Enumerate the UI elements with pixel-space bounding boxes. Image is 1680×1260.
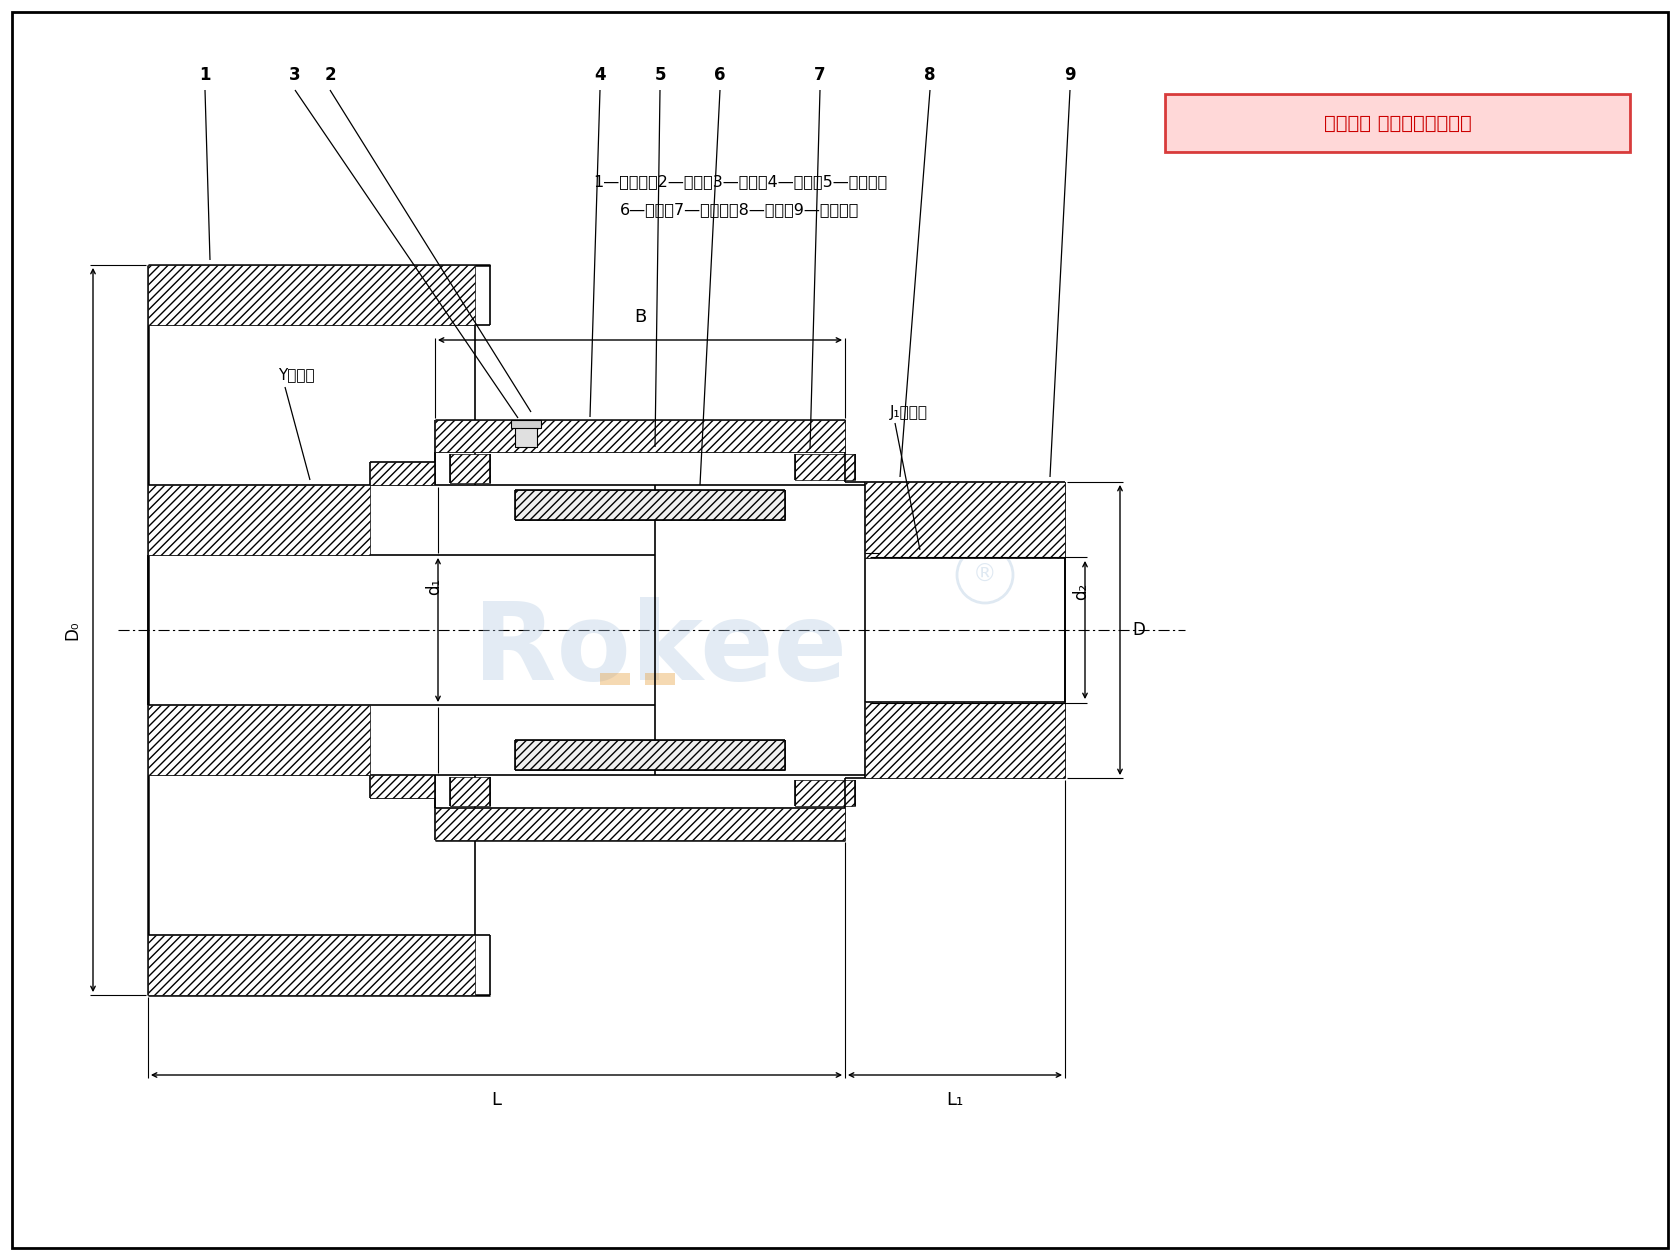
Bar bbox=[1164, 94, 1630, 152]
Text: Rokee: Rokee bbox=[474, 597, 847, 703]
Text: 9: 9 bbox=[1063, 66, 1075, 84]
Bar bbox=[865, 483, 1065, 558]
Bar bbox=[435, 420, 845, 452]
Text: 6—柱销；7—外挡圈；8—挡圈；9—半联轴器: 6—柱销；7—外挡圈；8—挡圈；9—半联轴器 bbox=[620, 203, 860, 218]
Text: D: D bbox=[1132, 621, 1144, 639]
Bar bbox=[516, 490, 785, 520]
Bar bbox=[450, 777, 491, 806]
Bar bbox=[645, 673, 675, 685]
Text: 版权所有 侵权必被严厉追究: 版权所有 侵权必被严厉追究 bbox=[1324, 113, 1472, 132]
Text: ®: ® bbox=[973, 563, 996, 587]
Bar bbox=[516, 423, 538, 447]
Bar bbox=[148, 485, 370, 554]
Bar bbox=[511, 420, 541, 428]
Bar bbox=[865, 702, 1065, 777]
Text: 3: 3 bbox=[289, 66, 301, 84]
Text: 4: 4 bbox=[595, 66, 606, 84]
Text: 1—制动轮；2—螺栓；3—垖圈；4—外套；5—内挡板；: 1—制动轮；2—螺栓；3—垖圈；4—外套；5—内挡板； bbox=[593, 174, 887, 189]
Text: 6: 6 bbox=[714, 66, 726, 84]
Bar bbox=[148, 706, 370, 775]
Bar bbox=[795, 780, 855, 806]
Bar bbox=[148, 265, 475, 325]
Bar bbox=[795, 454, 855, 480]
Text: L: L bbox=[492, 1091, 502, 1109]
Text: 1: 1 bbox=[200, 66, 210, 84]
Bar bbox=[370, 775, 435, 798]
Text: 8: 8 bbox=[924, 66, 936, 84]
Text: Y型轴孔: Y型轴孔 bbox=[277, 368, 314, 383]
Text: L₁: L₁ bbox=[946, 1091, 964, 1109]
Text: B: B bbox=[633, 307, 647, 326]
Text: d₂: d₂ bbox=[1072, 582, 1090, 600]
Bar bbox=[148, 935, 475, 995]
Text: 2: 2 bbox=[324, 66, 336, 84]
Bar bbox=[600, 673, 630, 685]
Bar bbox=[516, 740, 785, 770]
Text: 7: 7 bbox=[815, 66, 827, 84]
Text: D₀: D₀ bbox=[64, 620, 81, 640]
Text: J₁型轴孔: J₁型轴孔 bbox=[890, 404, 927, 420]
Bar bbox=[450, 454, 491, 483]
Bar bbox=[370, 462, 435, 485]
Text: 5: 5 bbox=[654, 66, 665, 84]
Bar bbox=[435, 808, 845, 840]
Text: d₁: d₁ bbox=[425, 578, 444, 595]
